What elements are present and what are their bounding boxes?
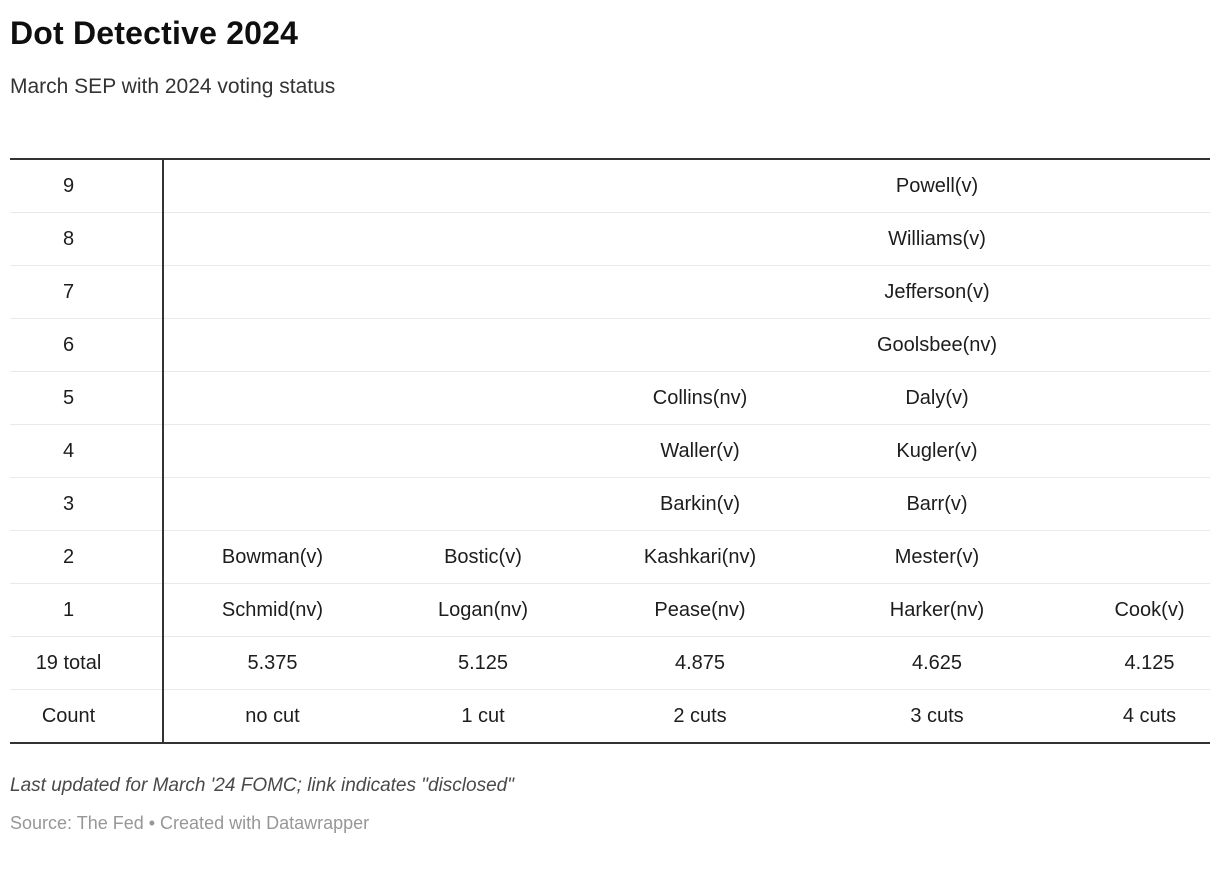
table-row: 3 Barkin(v) Barr(v) [10,477,1210,531]
dot-table-body: 9 Powell(v) 8 Williams(v) 7 Jefferson(v) 6 Gool… [10,159,1210,743]
empty-cell [1059,159,1210,213]
row-label: Count [10,689,164,743]
member-cell: 4.875 [674,651,726,674]
member-cell: Pease(nv) [654,598,746,621]
chart-subtitle: March SEP with 2024 voting status [10,75,336,98]
member-cell: 3 cuts [910,704,964,727]
chart-container: Dot Detective 2024 March SEP with 2024 v… [0,14,1220,835]
dot-plot-table: 9 Powell(v) 8 Williams(v) 7 Jefferson(v) 6 Gool… [10,158,1210,744]
table-row: Count no cut 1 cut 2 cuts 3 cuts 4 cuts [10,689,1210,743]
empty-cell [381,319,585,372]
table-row: 2 Bowman(v) Bostic(v) Kashkari(nv) Mester(v) [10,530,1210,584]
member-cell: 4.625 [911,651,963,674]
empty-cell [381,372,585,425]
member-cell: 4 cuts [1122,704,1177,727]
row-label: 19 total [10,636,164,690]
empty-cell [585,213,815,266]
empty-cell [381,213,585,266]
table-row: 1 Schmid(nv) Logan(nv) Pease(nv) Harker(nv) C… [10,583,1210,637]
member-cell: Bostic(v) [444,545,522,568]
member-cell: Cook(v) [1114,598,1185,621]
member-cell: Kashkari(nv) [643,545,757,568]
empty-cell [163,319,381,372]
member-cell: Daly(v) [905,386,969,409]
empty-cell [1059,266,1210,319]
empty-cell [163,372,381,425]
chart-title: Dot Detective 2024 [10,15,299,51]
row-label: 9 [10,159,164,213]
row-label: 5 [10,371,164,425]
table-row: 9 Powell(v) [10,159,1210,213]
table-row: 4 Waller(v) Kugler(v) [10,424,1210,478]
empty-cell [585,159,815,213]
empty-cell [1059,531,1210,584]
footer-note: Last updated for March '24 FOMC; link in… [10,775,514,796]
row-label: 1 [10,583,164,637]
member-cell: 5.125 [457,651,509,674]
row-label: 6 [10,318,164,372]
empty-cell [381,159,585,213]
row-label: 8 [10,212,164,266]
table-row: 8 Williams(v) [10,212,1210,266]
member-cell: Barr(v) [906,492,968,515]
empty-cell [163,478,381,531]
empty-cell [163,266,381,319]
empty-cell [1059,425,1210,478]
table-row: 6 Goolsbee(nv) [10,318,1210,372]
row-label: 3 [10,477,164,531]
member-cell: Powell(v) [895,174,979,197]
row-label: 7 [10,265,164,319]
member-cell: Bowman(v) [221,545,324,568]
empty-cell [1059,372,1210,425]
empty-cell [381,425,585,478]
member-cell: no cut [245,704,300,727]
member-cell: Barkin(v) [659,492,740,515]
member-cell: Collins(nv) [652,386,748,409]
member-cell: Goolsbee(nv) [876,333,998,356]
empty-cell [163,159,381,213]
empty-cell [585,266,815,319]
empty-cell [163,425,381,478]
empty-cell [1059,319,1210,372]
member-cell: Mester(v) [894,545,980,568]
member-cell: 5.375 [247,651,298,674]
table-row: 7 Jefferson(v) [10,265,1210,319]
empty-cell [585,319,815,372]
member-cell: Jefferson(v) [884,280,990,303]
footer-source: Source: The Fed • Created with Datawrapp… [10,813,370,833]
empty-cell [1059,213,1210,266]
member-cell: 2 cuts [673,704,727,727]
table-row: 19 total 5.375 5.125 4.875 4.625 4.125 [10,636,1210,690]
member-cell: Kugler(v) [896,439,978,462]
table-row: 5 Collins(nv) Daly(v) [10,371,1210,425]
member-cell: Williams(v) [888,227,986,250]
member-cell: Harker(nv) [889,598,985,621]
empty-cell [381,266,585,319]
empty-cell [163,213,381,266]
empty-cell [381,478,585,531]
row-label: 4 [10,424,164,478]
member-cell: Waller(v) [660,439,740,462]
member-cell: 4.125 [1124,651,1175,674]
member-cell: 1 cut [461,704,505,727]
member-cell: Logan(nv) [437,598,529,621]
row-label: 2 [10,530,164,584]
empty-cell [1059,478,1210,531]
member-cell: Schmid(nv) [221,598,324,621]
